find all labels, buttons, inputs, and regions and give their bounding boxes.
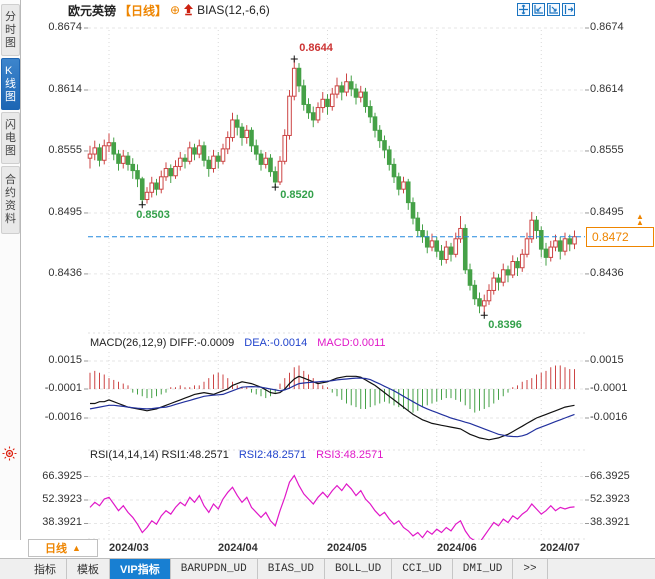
tab-dmi-ud[interactable]: DMI_UD (453, 559, 514, 579)
tab-bias-ud[interactable]: BIAS_UD (258, 559, 325, 579)
tab-templates[interactable]: 模板 (67, 559, 110, 579)
rsi-axis-label: 52.3923 (42, 493, 82, 505)
sidebar-item-label: 合约资料 (5, 174, 16, 225)
macd-histogram (89, 365, 575, 413)
pan-right-icon[interactable] (562, 3, 575, 16)
period-tag: 【日线】 (119, 3, 168, 18)
x-axis-label: 2024/05 (327, 542, 367, 554)
tab-barupdn-ud[interactable]: BARUPDN_UD (171, 559, 258, 579)
rsi-panel-header: RSI(14,14,14) RSI1:48.2571 RSI2:48.2571 … (90, 449, 383, 461)
price-axis-label: 0.8436 (48, 267, 82, 279)
rsi-axis-label: 66.3925 (42, 470, 82, 482)
macd-axis-label: -0.0016 (590, 411, 628, 423)
price-axis-label: 0.8436 (590, 267, 624, 279)
price-up-arrow-icon: ▲ ▲ (636, 212, 644, 227)
chevron-up-icon: ▲ (72, 543, 81, 553)
high-price-label: 0.8644 (299, 41, 333, 54)
price-axis-label: 0.8674 (48, 21, 82, 33)
x-axis-label: 2024/06 (437, 542, 477, 554)
fit-right-axis-icon[interactable] (547, 3, 560, 16)
low-price-label-2: 0.8520 (280, 189, 314, 202)
tab-vip-indicators[interactable]: VIP指标 (110, 559, 171, 579)
sidebar-item-label: 分时图 (5, 10, 16, 49)
x-axis: 2024/03 2024/04 2024/05 2024/06 2024/07 (22, 540, 655, 558)
rsi-title: RSI(14,14,14) RSI1:48.2571 (90, 449, 229, 461)
x-axis-label: 2024/03 (109, 542, 149, 554)
sidebar-item-time-chart[interactable]: 分时图 (1, 4, 20, 56)
x-axis-label: 2024/04 (218, 542, 258, 554)
rsi2-value: RSI2:48.2571 (238, 449, 307, 461)
sidebar-item-flash-chart[interactable]: 闪电图 (1, 112, 20, 164)
period-label: 日线 (45, 543, 68, 555)
low-price-label-1: 0.8503 (136, 208, 170, 221)
price-axis-label: 0.8495 (48, 206, 82, 218)
panel-settings-sun-icon[interactable] (2, 446, 17, 464)
tab-more[interactable]: >> (513, 559, 548, 579)
symbol-name: 欧元英镑 (68, 3, 117, 18)
period-selector-button[interactable]: 日线 ▲ (28, 539, 98, 557)
rsi-axis-label: 38.3921 (42, 516, 82, 528)
rsi3-value: RSI3:48.2571 (316, 449, 384, 461)
tab-indicators[interactable]: 指标 (24, 559, 67, 579)
price-axis-label: 0.8614 (590, 83, 624, 95)
price-axis-label: 0.8495 (590, 206, 624, 218)
price-axis-label: 0.8614 (48, 83, 82, 95)
crosshair-icon[interactable] (517, 3, 530, 16)
macd-panel-header: MACD(26,12,9) DIFF:-0.0009 DEA:-0.0014 M… (90, 337, 386, 349)
macd-dea-value: DEA:-0.0014 (244, 337, 308, 349)
chart-toolbar (517, 3, 575, 16)
pin-up-arrow-icon (183, 4, 194, 16)
macd-axis-label: -0.0001 (590, 382, 628, 394)
sidebar-item-label: 闪电图 (5, 118, 16, 157)
add-indicator-icon[interactable]: ⊕ (170, 3, 181, 17)
price-axis-label: 0.8674 (590, 21, 624, 33)
current-price-box: 0.8472 (586, 227, 654, 247)
tab-cci-ud[interactable]: CCI_UD (392, 559, 453, 579)
macd-axis-label: 0.0015 (48, 354, 82, 366)
low-price-label-3: 0.8396 (488, 319, 522, 332)
indicator-name: BIAS(12,-6,6) (197, 3, 270, 17)
x-axis-label: 2024/07 (540, 542, 580, 554)
macd-axis-label: -0.0016 (44, 411, 82, 423)
fit-left-axis-icon[interactable] (532, 3, 545, 16)
macd-axis-label: -0.0001 (44, 382, 82, 394)
candles (87, 58, 577, 316)
chart-header: 欧元英镑 【日线】 ⊕ BIAS(12,-6,6) (68, 2, 270, 18)
rsi-axis-label: 66.3925 (590, 470, 630, 482)
macd-axis-label: 0.0015 (590, 354, 624, 366)
sidebar-item-contract-info[interactable]: 合约资料 (1, 166, 20, 234)
macd-title: MACD(26,12,9) DIFF:-0.0009 (90, 337, 235, 349)
indicator-tab-bar: 指标 模板 VIP指标 BARUPDN_UD BIAS_UD BOLL_UD C… (0, 558, 655, 579)
rsi-axis-label: 52.3923 (590, 493, 630, 505)
tab-boll-ud[interactable]: BOLL_UD (325, 559, 393, 579)
price-axis-label: 0.8555 (48, 144, 82, 156)
macd-macd-value: MACD:0.0011 (317, 337, 386, 349)
rsi-axis-label: 38.3921 (590, 516, 630, 528)
price-axis-label: 0.8555 (590, 144, 624, 156)
